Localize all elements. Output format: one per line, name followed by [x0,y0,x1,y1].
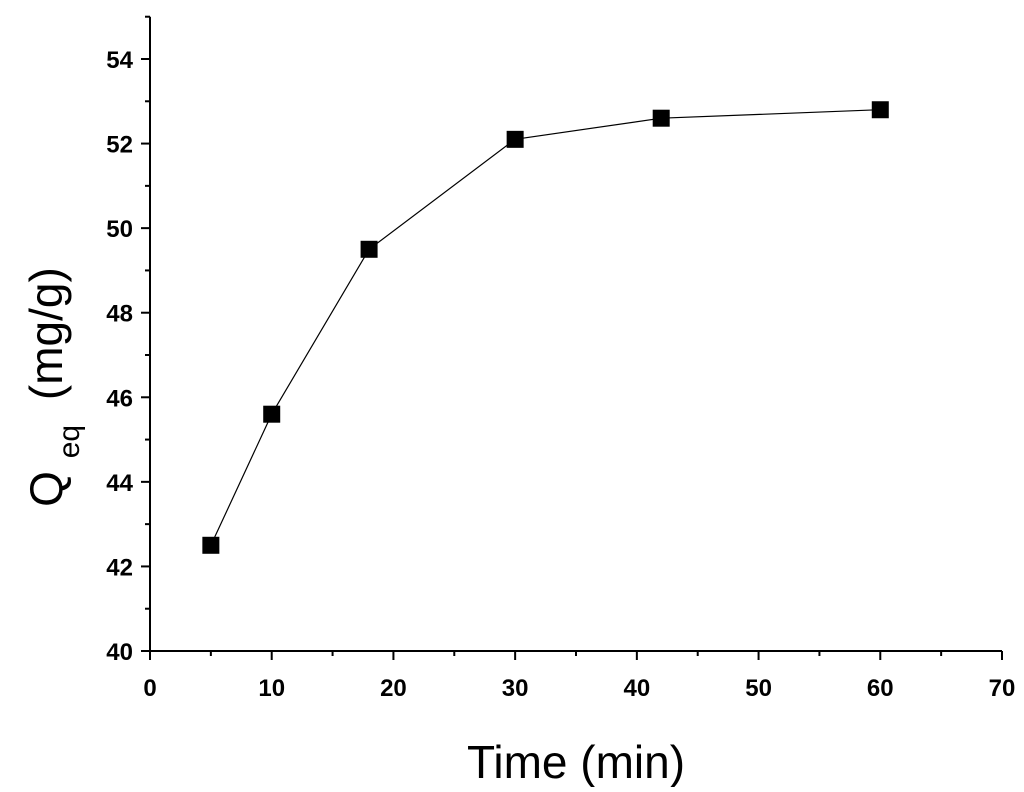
y-tick-label: 52 [106,132,133,159]
y-axis-title-unit: (mg/g) [20,267,72,400]
y-tick-label: 42 [106,554,133,581]
y-axis-title: Q eq (mg/g) [20,267,86,507]
x-tick-label: 20 [380,675,407,702]
y-axis-title-symbol: Q [20,471,72,507]
data-point-marker [263,405,281,423]
data-point-marker [202,536,220,554]
x-tick-label: 70 [989,675,1016,702]
x-tick-label: 0 [143,675,156,702]
y-tick-label: 46 [106,385,133,412]
y-tick-label: 40 [106,639,133,666]
svg-text:Q eq (mg/g: Q eq (mg/g) [20,267,86,507]
series-layer [202,101,889,554]
x-axis-title: Time (min) [467,736,685,787]
y-axis-title-subscript: eq [53,425,86,458]
data-point-marker [360,240,378,258]
x-tick-label: 30 [502,675,529,702]
y-tick-label: 48 [106,301,133,328]
data-point-marker [652,109,670,127]
y-tick-label: 50 [106,216,133,243]
data-point-marker [506,130,524,148]
x-tick-label: 60 [867,675,894,702]
data-point-marker [871,101,889,119]
y-tick-label: 44 [106,470,133,497]
x-tick-label: 40 [624,675,651,702]
axes: 0 10 20 30 40 50 60 70 40 42 44 46 48 50 52 54 [106,15,1016,702]
y-tick-label: 54 [106,47,133,74]
axis-labels: Time (min) Q eq (mg/g) [20,267,685,788]
series-line [210,109,881,546]
x-tick-label: 50 [745,675,772,702]
x-tick-label: 10 [258,675,285,702]
